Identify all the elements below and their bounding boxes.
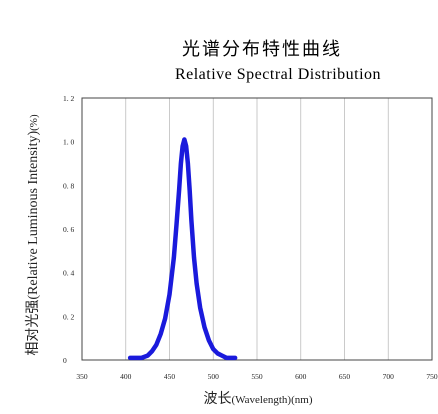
x-axis-label-unit: (nm) [291, 394, 313, 406]
x-tick-label: 400 [120, 372, 132, 381]
y-tick-label: 0. 6 [63, 225, 75, 234]
plot-frame [81, 97, 433, 361]
y-tick-label: 0. 4 [63, 269, 75, 278]
chart-title: 光谱分布特性曲线 [182, 39, 342, 60]
x-tick-label: 700 [383, 372, 395, 381]
y-tick-label: 0. 8 [63, 181, 75, 190]
x-tick-label: 650 [339, 372, 351, 381]
x-tick-label: 550 [251, 372, 263, 381]
y-tick-labels: 0 0. 2 0. 4 0. 6 0. 8 1. 0 1. 2 [63, 94, 75, 365]
x-axis-label: 波长(Wavelength)(nm) [204, 391, 313, 407]
grid-lines [125, 98, 389, 360]
chart-subtitle: Relative Spectral Distribution [175, 66, 381, 83]
x-tick-label: 500 [208, 372, 220, 381]
y-tick-label: 1. 2 [63, 94, 75, 103]
y-axis-label-unit: (%) [28, 114, 40, 131]
y-tick-label: 0 [63, 356, 67, 365]
series-line [127, 137, 238, 361]
y-axis-label-en: (Relative Luminous Intensity) [26, 131, 41, 300]
x-axis-label-en: (Wavelength) [232, 394, 292, 406]
y-tick-label: 1. 0 [63, 138, 75, 147]
x-tick-label: 600 [295, 372, 307, 381]
y-axis-label-cn: 相对光强 [25, 300, 41, 356]
y-tick-label: 0. 2 [63, 312, 75, 321]
x-tick-labels: 350 400 450 500 550 600 650 700 750 [76, 372, 438, 381]
x-tick-label: 350 [76, 372, 88, 381]
x-tick-label: 750 [426, 372, 438, 381]
x-tick-label: 450 [164, 372, 176, 381]
x-axis-label-cn: 波长 [204, 391, 232, 407]
y-axis-label: 相对光强(Relative Luminous Intensity)(%) [25, 114, 41, 356]
